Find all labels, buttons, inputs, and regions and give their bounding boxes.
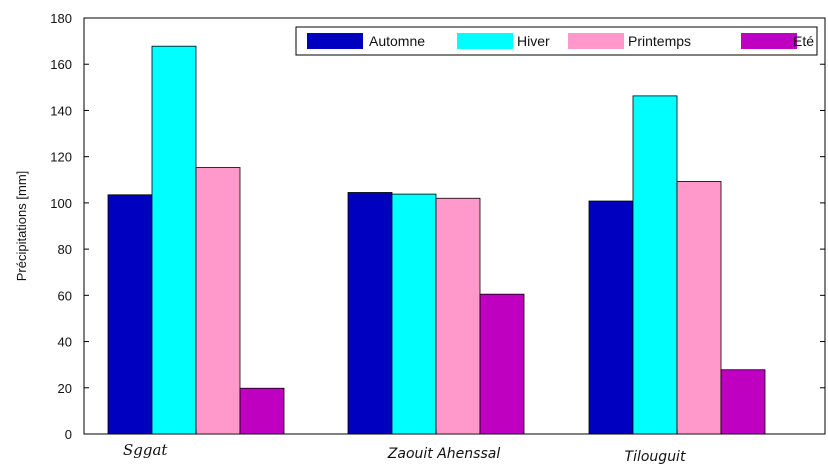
y-tick-label: 120 bbox=[50, 150, 72, 165]
bar-hiver-2 bbox=[632, 95, 678, 435]
y-tick-label: 60 bbox=[58, 288, 72, 303]
bar-printemps-2 bbox=[676, 180, 722, 435]
bars bbox=[107, 45, 766, 435]
bar-eté-1 bbox=[479, 293, 525, 435]
bar-hiver-0 bbox=[151, 45, 197, 435]
x-tick-label: Zaouit Ahenssal bbox=[387, 446, 501, 462]
bar-printemps-1 bbox=[435, 197, 481, 435]
x-tick-label: Sggat bbox=[123, 441, 168, 459]
legend-swatch bbox=[568, 33, 624, 49]
x-tick-label: Tilouguit bbox=[625, 449, 686, 465]
legend-label: Eté bbox=[793, 33, 814, 49]
bar-eté-2 bbox=[720, 369, 766, 435]
bar-printemps-0 bbox=[195, 167, 241, 435]
legend-swatch bbox=[307, 33, 363, 49]
bar-automne-2 bbox=[588, 200, 634, 435]
y-tick-label: 180 bbox=[50, 11, 72, 26]
y-tick-label: 140 bbox=[50, 103, 72, 118]
y-tick-label: 160 bbox=[50, 57, 72, 72]
legend: Automne Hiver Printemps Eté bbox=[295, 26, 818, 56]
y-tick-label: 40 bbox=[58, 335, 72, 350]
legend-label: Printemps bbox=[628, 33, 691, 49]
legend-swatch bbox=[741, 33, 797, 49]
y-tick-label: 20 bbox=[58, 381, 72, 396]
y-axis-label: Précipitations [mm] bbox=[14, 171, 29, 282]
y-tick-label: 100 bbox=[50, 196, 72, 211]
bar-automne-0 bbox=[107, 194, 153, 435]
bar-hiver-1 bbox=[391, 193, 437, 435]
y-tick-label: 0 bbox=[65, 427, 72, 442]
x-axis: Sggat Zaouit Ahenssal Tilouguit bbox=[123, 429, 686, 465]
y-tick-label: 80 bbox=[58, 242, 72, 257]
legend-swatch bbox=[457, 33, 513, 49]
legend-label: Automne bbox=[369, 33, 425, 49]
legend-label: Hiver bbox=[517, 33, 550, 49]
bar-automne-1 bbox=[347, 192, 393, 435]
bar-eté-0 bbox=[239, 387, 285, 435]
legend-box bbox=[295, 26, 818, 56]
y-axis: 0 20 40 60 80 100 120 140 160 180 bbox=[50, 11, 825, 442]
